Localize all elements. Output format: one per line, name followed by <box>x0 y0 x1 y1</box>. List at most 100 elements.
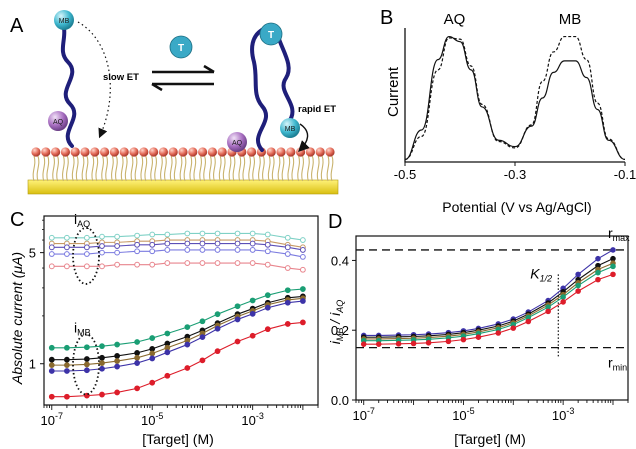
panel-c-point <box>234 230 241 237</box>
panel-b-xtick-label: -0.5 <box>394 167 416 182</box>
headgroup <box>325 147 335 157</box>
panel-c-point <box>234 260 241 266</box>
panel-c-point <box>249 310 256 317</box>
alkyl-tail <box>222 155 226 182</box>
panel-d-point <box>425 339 432 346</box>
panel-c-point <box>83 251 90 257</box>
panel-c-series-line <box>51 239 303 248</box>
panel-d-ylabel: iMB / iAQ <box>327 300 345 344</box>
panel-d-point <box>395 341 402 347</box>
panel-b-voltammogram: -0.5 -0.3 -0.1 AQ MB Current Potential (V vs… <box>385 11 636 215</box>
alkyl-tail <box>42 155 46 182</box>
alkyl-tail <box>130 155 134 182</box>
aq-tag-right <box>227 132 247 152</box>
panel-d-point <box>360 341 367 347</box>
panel-b-series-solid <box>404 35 626 161</box>
panel-c-point <box>249 240 256 247</box>
alkyl-tail <box>160 155 163 182</box>
alkyl-tail <box>281 155 285 182</box>
panel-c-point <box>149 335 156 341</box>
panel-c-point <box>134 360 141 366</box>
panel-d-point <box>610 247 616 253</box>
panel-c-point <box>249 247 256 253</box>
panel-c-point <box>199 230 206 237</box>
panel-c-point <box>264 292 271 299</box>
panel-c-point <box>63 368 70 374</box>
panel-d-ratio: 10-7 10-5 10-3 0.0 0.2 0.4 rmax rmin K1/2 iMB / … <box>327 225 630 447</box>
panel-c-xtick-label: 10-7 <box>41 411 63 428</box>
alkyl-tail <box>320 155 324 182</box>
panel-c-ylabel-text: Absolute current (μA) <box>9 252 25 385</box>
panel-c-ylabel: Absolute current (μA) <box>9 252 25 385</box>
mb-tag-left-label: MB <box>59 18 70 25</box>
panel-d-point <box>575 288 581 294</box>
panel-c-point <box>249 230 256 237</box>
panel-c-series-line <box>51 297 303 366</box>
headgroup <box>247 147 257 157</box>
alkyl-tail <box>252 155 255 182</box>
alkyl-tail <box>199 155 202 182</box>
alkyl-tail <box>46 155 50 182</box>
alkyl-tail <box>101 155 104 182</box>
panel-c-point <box>99 249 105 256</box>
panel-d-reference-label: rmax <box>608 225 630 243</box>
target-molecule <box>169 35 193 59</box>
panel-c-point <box>114 341 121 348</box>
panel-d-frame <box>355 235 629 401</box>
panel-b-xtick-label: -0.1 <box>614 167 636 182</box>
alkyl-tail <box>311 155 314 182</box>
panel-c-point <box>264 304 271 311</box>
panel-c-point <box>184 240 191 247</box>
headgroup <box>168 147 178 157</box>
panel-c-point <box>249 260 256 266</box>
panel-c-point <box>214 348 221 355</box>
alkyl-tail <box>111 155 114 182</box>
alkyl-tail <box>173 155 177 182</box>
self-assembled-monolayer <box>31 147 335 182</box>
panel-d-point <box>610 255 616 262</box>
panel-d-xtick-exponent: -3 <box>566 406 574 416</box>
panel-c-point <box>149 248 156 255</box>
alkyl-tail <box>56 155 59 182</box>
alkyl-tail <box>164 155 167 182</box>
aq-tag-right-label: AQ <box>232 140 243 147</box>
panel-c-point <box>264 326 271 333</box>
headgroup <box>315 147 325 157</box>
panel-d-point <box>545 308 551 315</box>
alkyl-tail <box>267 155 271 182</box>
panel-d-point <box>460 336 467 343</box>
headgroup <box>31 147 41 157</box>
panel-c-point <box>299 286 306 292</box>
panel-c-series-line <box>51 288 303 349</box>
panel-c-point <box>184 324 191 331</box>
alkyl-tail <box>150 155 153 182</box>
panel-c-xtick-label: 10-3 <box>241 411 263 428</box>
panel-c-point <box>114 261 121 268</box>
headgroup <box>266 147 276 157</box>
panel-c-point <box>99 354 105 361</box>
panel-c-point <box>114 233 121 240</box>
headgroup <box>51 147 61 157</box>
panel-c-point <box>299 247 306 253</box>
panel-c-point <box>149 350 156 357</box>
target-molecule-label: T <box>178 43 184 54</box>
panel-c-point <box>284 299 291 306</box>
panel-c-point <box>63 251 70 257</box>
panel-c-point <box>114 243 121 249</box>
panel-d-xtick-label: 10-5 <box>452 406 474 423</box>
panel-d-reference-label: rmin <box>608 355 627 373</box>
headgroup <box>286 147 296 157</box>
panel-c-point <box>184 230 191 237</box>
panel-c-point <box>299 266 306 273</box>
alkyl-tail <box>95 155 99 182</box>
panel-c-point <box>48 234 55 241</box>
alkyl-tail <box>36 155 40 182</box>
aq-tag-left-label: AQ <box>53 119 64 126</box>
panel-d-point <box>595 269 601 276</box>
headgroup <box>198 147 208 157</box>
alkyl-tail <box>307 155 310 182</box>
panel-d-series-line <box>363 265 614 342</box>
headgroup <box>149 147 159 157</box>
rapid-et-label: rapid ET <box>298 104 336 115</box>
panel-c-point <box>48 368 55 374</box>
